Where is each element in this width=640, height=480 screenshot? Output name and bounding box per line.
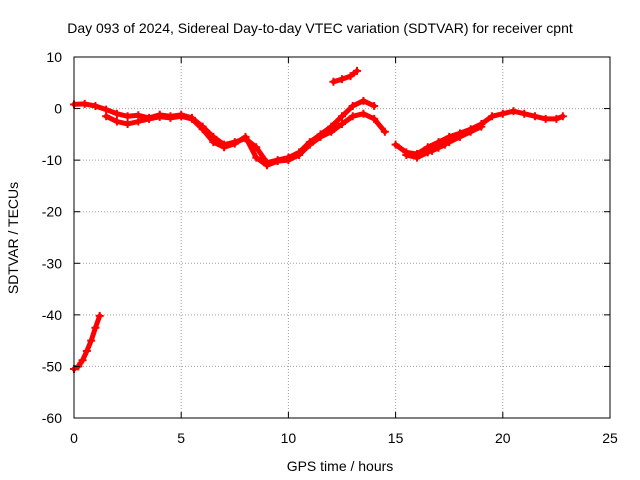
x-tick-label: 10 [281, 430, 297, 446]
data-point [558, 112, 567, 121]
data-point [370, 114, 379, 123]
x-tick-label: 0 [70, 430, 78, 446]
data-point [241, 132, 250, 141]
data-point [95, 311, 104, 320]
data-point [262, 161, 271, 170]
data-point [78, 356, 87, 365]
data-point [413, 153, 422, 162]
data-point [187, 114, 196, 123]
data-point [166, 113, 175, 122]
y-tick-label: -10 [42, 152, 62, 168]
data-point [177, 112, 186, 121]
data-point [359, 96, 368, 105]
y-tick-label: -20 [42, 204, 62, 220]
data-point [112, 117, 121, 126]
series-track-afternoon [391, 107, 567, 158]
grid-lines [74, 57, 610, 418]
x-tick-label: 25 [602, 430, 618, 446]
data-point [316, 132, 325, 141]
series-track-start-dip [70, 311, 104, 374]
data-point [252, 153, 261, 162]
data-point [123, 112, 132, 121]
x-tick-label: 5 [177, 430, 185, 446]
data-point [541, 114, 550, 123]
x-tick-label: 15 [388, 430, 404, 446]
data-point [82, 346, 91, 355]
data-point [402, 150, 411, 159]
data-point [552, 114, 561, 123]
chart-title: Day 093 of 2024, Sidereal Day-to-day VTE… [67, 20, 573, 36]
data-point [209, 138, 218, 147]
data-point [488, 112, 497, 121]
y-tick-label: 0 [54, 101, 62, 117]
x-axis-label: GPS time / hours [287, 458, 394, 474]
data-point [466, 127, 475, 136]
data-point [434, 143, 443, 152]
data-point [80, 99, 89, 108]
data-point [230, 139, 239, 148]
y-tick-label: 10 [46, 49, 62, 65]
data-point [329, 77, 338, 86]
data-point [198, 125, 207, 134]
series-track-afternoon-lower [402, 122, 486, 162]
data-point [477, 122, 486, 131]
data-point [498, 109, 507, 118]
series-track-short-high [329, 66, 362, 86]
data-point [391, 140, 400, 149]
data-point [155, 112, 164, 121]
data-point [91, 101, 100, 110]
data-point [295, 150, 304, 159]
y-tick-label: -40 [42, 307, 62, 323]
x-tick-label: 20 [495, 430, 511, 446]
data-point [530, 112, 539, 121]
data-point [134, 117, 143, 126]
data-point [102, 112, 111, 121]
data-point [145, 114, 154, 123]
data-point [440, 140, 449, 149]
data-point [338, 120, 346, 129]
data-point [346, 72, 355, 81]
data-point [348, 112, 357, 121]
data-point [445, 138, 454, 147]
data-point [327, 127, 336, 136]
y-tick-label: -60 [42, 410, 62, 426]
series-trace [393, 108, 566, 157]
series-trace [330, 68, 360, 85]
plot-frame [73, 56, 611, 419]
y-tick-label: -50 [42, 358, 62, 374]
data-point [102, 105, 111, 114]
data-point [273, 157, 282, 166]
data-point [520, 109, 529, 118]
data-point [455, 132, 464, 141]
data-point [359, 109, 368, 118]
y-tick-label: -30 [42, 255, 62, 271]
data-point [220, 143, 229, 152]
data-point [338, 75, 346, 84]
data-point [428, 146, 437, 155]
axis-ticks: 0 5 10 15 20 25 10 0 -10 -20 -30 -40 -50 -60 [42, 49, 618, 446]
series-track-main-lower [102, 109, 389, 170]
data-point [87, 336, 96, 345]
data-point [380, 127, 389, 136]
series-track-short-low [428, 140, 449, 155]
data-point [509, 107, 518, 116]
data-point [338, 112, 346, 121]
data-series [70, 66, 567, 374]
data-point [284, 156, 293, 165]
data-point [305, 140, 314, 149]
data-point [91, 323, 100, 332]
data-point [348, 101, 357, 110]
data-point [370, 101, 379, 110]
data-point [112, 109, 121, 118]
y-axis-label: SDTVAR / TECUs [5, 182, 21, 294]
data-point [123, 120, 132, 129]
data-point [353, 66, 362, 75]
